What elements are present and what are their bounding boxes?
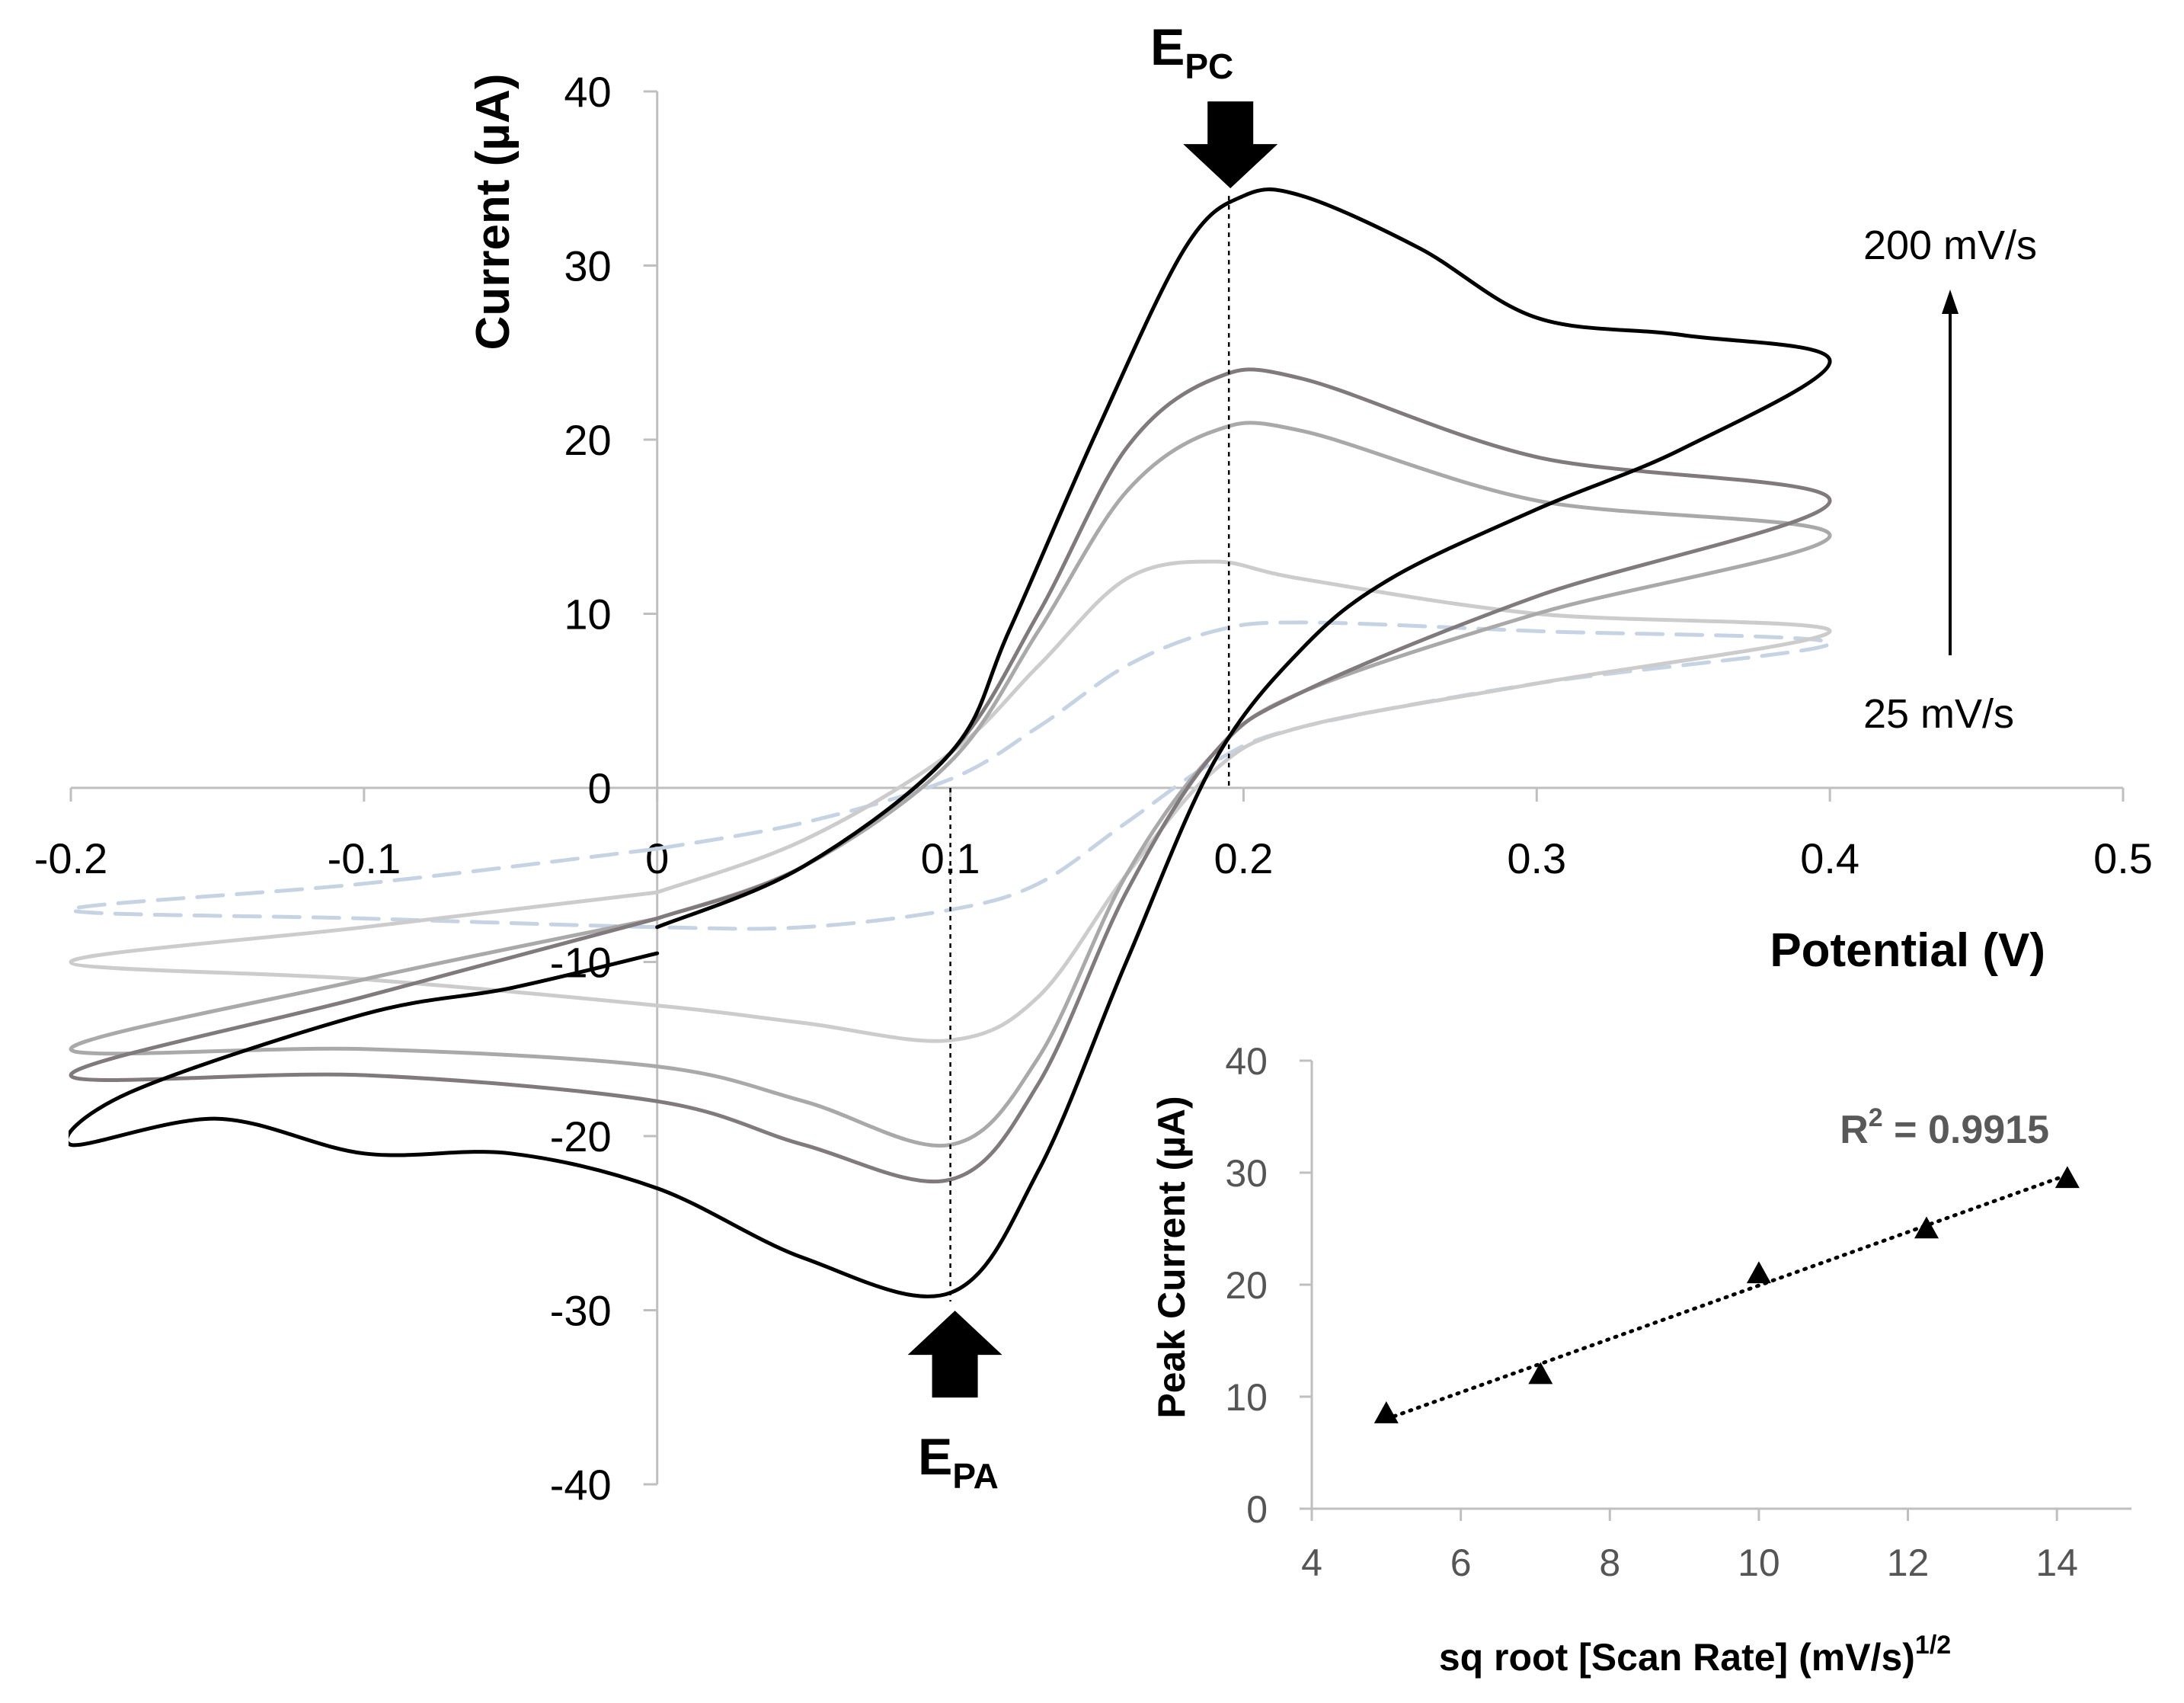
y-tick-label: 40 <box>564 68 611 116</box>
series-line-200-mv-s <box>69 187 1832 1298</box>
inset-marks <box>1373 1166 2080 1423</box>
y-tick-label: 0 <box>588 764 612 812</box>
peak-cathodic-arrow <box>1183 101 1278 189</box>
x-tick-label: 0.5 <box>2093 834 2153 882</box>
inset-axes: 4 6 8 10 12 14 40 30 20 10 0 <box>1225 1040 2131 1584</box>
series-line-50-mv-s <box>69 559 1832 1043</box>
inset-x-tick-label: 14 <box>2035 1541 2078 1584</box>
series-line-150-mv-s <box>69 367 1832 1184</box>
main-annotations <box>907 101 1278 1398</box>
inset-data-point <box>2054 1166 2080 1189</box>
inset-data-point <box>1528 1362 1553 1384</box>
peak-anodic-label: EPA <box>918 1428 999 1496</box>
inset-x-tick-label: 6 <box>1450 1541 1472 1584</box>
series-line-25-mv-s <box>69 620 1832 931</box>
x-tick-label: -0.1 <box>328 834 401 882</box>
y-tick-label: 10 <box>564 591 611 639</box>
inset-y-tick-label: 30 <box>1225 1152 1268 1195</box>
x-tick-label: -0.2 <box>34 834 108 882</box>
inset-x-tick-label: 8 <box>1599 1541 1620 1584</box>
inset-y-tick-label: 0 <box>1246 1488 1268 1531</box>
inset-trendline <box>1384 1173 2070 1421</box>
y-tick-label: 20 <box>564 416 611 464</box>
scan-rate-low-label: 25 mV/s <box>1863 691 2014 737</box>
scan-rate-high-label: 200 mV/s <box>1863 222 2037 268</box>
inset-x-axis-title: sq root [Scan Rate] (mV/s)1/2 <box>1439 1631 1951 1679</box>
inset-x-tick-label: 4 <box>1301 1541 1322 1584</box>
inset-data-point <box>1914 1216 1939 1239</box>
inset-y-axis-title: Peak Current (µA) <box>1150 1096 1193 1418</box>
r-squared-label: R2 = 0.9915 <box>1840 1103 2049 1152</box>
x-tick-label: 0 <box>645 834 669 882</box>
peak-cathodic-label: EPC <box>1150 18 1233 86</box>
x-tick-label: 0.2 <box>1214 834 1273 882</box>
peak-anodic-arrow <box>907 1311 1002 1398</box>
y-tick-label: -40 <box>550 1461 612 1509</box>
x-axis-title: Potential (V) <box>1770 924 2045 977</box>
y-tick-label: 30 <box>564 242 611 290</box>
y-tick-label: -20 <box>550 1112 612 1160</box>
inset-x-tick-label: 12 <box>1887 1541 1930 1584</box>
inset-y-tick-label: 20 <box>1225 1264 1268 1307</box>
inset-data-point <box>1373 1401 1399 1423</box>
inset-data-point <box>1746 1261 1771 1284</box>
x-tick-label: 0.3 <box>1507 834 1566 882</box>
x-tick-label: 0.4 <box>1800 834 1859 882</box>
inset-x-tick-label: 10 <box>1738 1541 1780 1584</box>
inset-y-tick-label: 10 <box>1225 1376 1268 1419</box>
main-axes: -0.2 -0.1 0 0.1 0.2 0.3 0.4 0.5403020100-10-20-… <box>34 68 2153 1509</box>
inset-y-tick-label: 40 <box>1225 1040 1268 1083</box>
main-series-group <box>69 187 1832 1298</box>
y-tick-label: -30 <box>550 1287 612 1335</box>
x-tick-label: 0.1 <box>921 834 980 882</box>
y-axis-title: Current (µA) <box>467 74 520 351</box>
scan-rate-arrow <box>1942 290 1959 655</box>
